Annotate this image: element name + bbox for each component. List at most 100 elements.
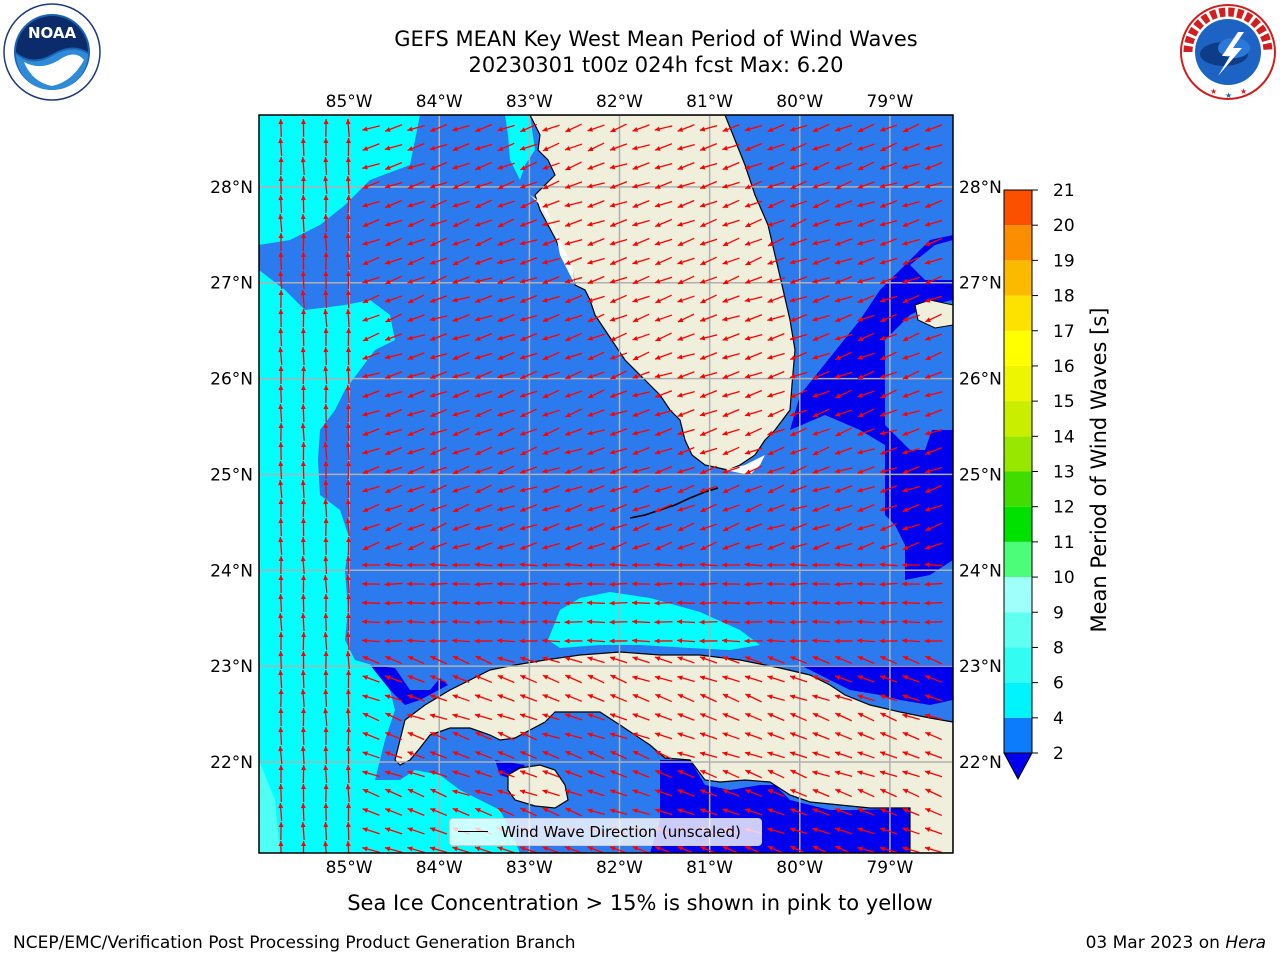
- wave-arrow: [474, 542, 493, 550]
- wave-arrow: [323, 555, 329, 575]
- wave-arrow: [497, 694, 515, 702]
- wave-arrow: [609, 656, 628, 664]
- wave-arrow: [429, 619, 448, 625]
- wave-arrow: [789, 124, 808, 132]
- wave-arrow: [812, 788, 830, 798]
- wave-arrow: [565, 674, 582, 684]
- wave-arrow: [452, 162, 470, 170]
- wave-arrow: [812, 732, 830, 740]
- lat-label-right: 23°N: [959, 657, 1002, 677]
- wave-arrow: [722, 446, 740, 456]
- wave-arrow: [452, 238, 470, 246]
- wave-arrow: [677, 124, 695, 132]
- wave-arrow: [767, 751, 785, 759]
- wave-arrow: [722, 199, 740, 209]
- wave-arrow: [542, 523, 560, 531]
- wave-arrow: [587, 846, 605, 853]
- wave-arrow: [722, 143, 740, 151]
- wave-arrow: [362, 712, 380, 722]
- wave-arrow: [699, 675, 718, 683]
- wave-arrow: [767, 143, 785, 151]
- wave-arrow: [745, 503, 762, 513]
- wave-arrow: [323, 650, 329, 670]
- wave-arrow: [767, 712, 785, 722]
- wave-arrow: [278, 517, 284, 537]
- wave-arrow: [857, 161, 875, 171]
- wave-arrow: [452, 846, 470, 853]
- wave-arrow: [677, 751, 695, 758]
- wave-arrow: [654, 808, 673, 816]
- wave-arrow: [452, 713, 470, 721]
- wave-arrow: [497, 674, 515, 684]
- wave-arrow: [834, 447, 853, 455]
- wave-arrow: [609, 581, 628, 587]
- wave-arrow: [812, 751, 830, 759]
- wave-arrow: [346, 403, 352, 423]
- wave-arrow: [300, 726, 306, 746]
- wave-arrow: [564, 750, 583, 760]
- wave-arrow: [452, 371, 470, 379]
- wave-arrow: [429, 333, 448, 341]
- wave-arrow: [834, 581, 853, 587]
- wave-arrow: [835, 712, 852, 722]
- wave-arrow: [901, 619, 921, 625]
- wave-arrow: [857, 370, 875, 380]
- colorbar-segment: [1004, 225, 1032, 261]
- wave-arrow: [300, 384, 306, 404]
- wave-arrow: [632, 237, 650, 247]
- wave-arrow: [452, 334, 470, 341]
- wave-arrow: [451, 638, 471, 644]
- wave-arrow: [362, 410, 380, 417]
- wave-arrow: [323, 707, 329, 727]
- wave-arrow: [278, 118, 284, 138]
- wave-arrow: [767, 428, 785, 436]
- lon-label-top: 83°W: [506, 92, 553, 112]
- wave-arrow: [789, 485, 808, 493]
- wave-arrow: [564, 694, 583, 702]
- wave-arrow: [902, 163, 920, 170]
- wave-arrow: [834, 655, 853, 665]
- wave-arrow: [812, 428, 830, 436]
- wave-arrow: [790, 465, 807, 475]
- wave-arrow: [835, 180, 852, 190]
- wave-arrow: [767, 808, 785, 816]
- wave-arrow: [834, 258, 853, 265]
- wave-arrow: [519, 581, 538, 587]
- wave-arrow: [609, 503, 628, 513]
- wave-arrow: [609, 600, 628, 606]
- wave-arrow: [520, 370, 537, 380]
- wave-arrow: [834, 485, 853, 493]
- wave-arrow: [429, 315, 448, 322]
- wave-arrow: [474, 789, 493, 797]
- wave-arrow: [474, 694, 493, 702]
- legend-line-swatch: [458, 831, 488, 832]
- wave-arrow: [924, 219, 943, 227]
- wave-arrow: [586, 581, 606, 587]
- wave-arrow: [520, 731, 537, 741]
- wave-arrow: [902, 256, 920, 266]
- wave-arrow: [857, 257, 875, 265]
- wave-arrow: [744, 523, 763, 531]
- wave-arrow: [430, 522, 447, 532]
- wave-arrow: [362, 352, 380, 360]
- wave-arrow: [407, 238, 425, 246]
- wave-arrow: [497, 465, 515, 475]
- wave-arrow: [789, 200, 808, 208]
- wave-arrow: [924, 638, 943, 644]
- wave-arrow: [699, 372, 718, 379]
- wave-arrow: [278, 384, 284, 404]
- wave-arrow: [430, 237, 447, 247]
- noaa-logo-text: NOAA: [28, 24, 77, 42]
- wave-arrow: [744, 675, 763, 683]
- wave-arrow: [632, 219, 650, 227]
- wave-arrow: [587, 656, 605, 664]
- wave-arrow: [345, 688, 351, 708]
- wave-arrow: [278, 536, 284, 556]
- wave-arrow: [609, 789, 628, 797]
- colorbar-tick-label: 15: [1053, 392, 1075, 412]
- wave-arrow: [362, 200, 380, 208]
- wave-arrow: [924, 619, 943, 625]
- wave-arrow: [278, 632, 284, 650]
- wave-arrow: [406, 600, 426, 606]
- wave-arrow: [384, 144, 403, 151]
